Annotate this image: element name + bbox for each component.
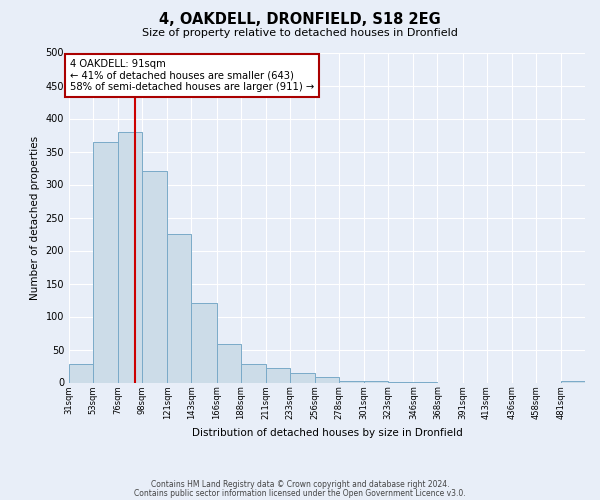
Bar: [266, 368, 290, 382]
Text: Contains public sector information licensed under the Open Government Licence v3: Contains public sector information licen…: [134, 488, 466, 498]
Bar: [290, 372, 315, 382]
Bar: [241, 364, 266, 382]
Bar: [561, 381, 585, 382]
Bar: [315, 377, 339, 382]
Y-axis label: Number of detached properties: Number of detached properties: [30, 136, 40, 300]
Bar: [93, 142, 118, 382]
Bar: [142, 172, 167, 382]
Bar: [217, 344, 241, 383]
Bar: [118, 132, 142, 382]
Text: Contains HM Land Registry data © Crown copyright and database right 2024.: Contains HM Land Registry data © Crown c…: [151, 480, 449, 489]
Text: Size of property relative to detached houses in Dronfield: Size of property relative to detached ho…: [142, 28, 458, 38]
Bar: [167, 234, 191, 382]
Bar: [191, 304, 217, 382]
Text: 4 OAKDELL: 91sqm
← 41% of detached houses are smaller (643)
58% of semi-detached: 4 OAKDELL: 91sqm ← 41% of detached house…: [70, 59, 314, 92]
Bar: [364, 381, 388, 382]
X-axis label: Distribution of detached houses by size in Dronfield: Distribution of detached houses by size …: [191, 428, 463, 438]
Bar: [339, 380, 364, 382]
Bar: [69, 364, 93, 382]
Text: 4, OAKDELL, DRONFIELD, S18 2EG: 4, OAKDELL, DRONFIELD, S18 2EG: [159, 12, 441, 28]
